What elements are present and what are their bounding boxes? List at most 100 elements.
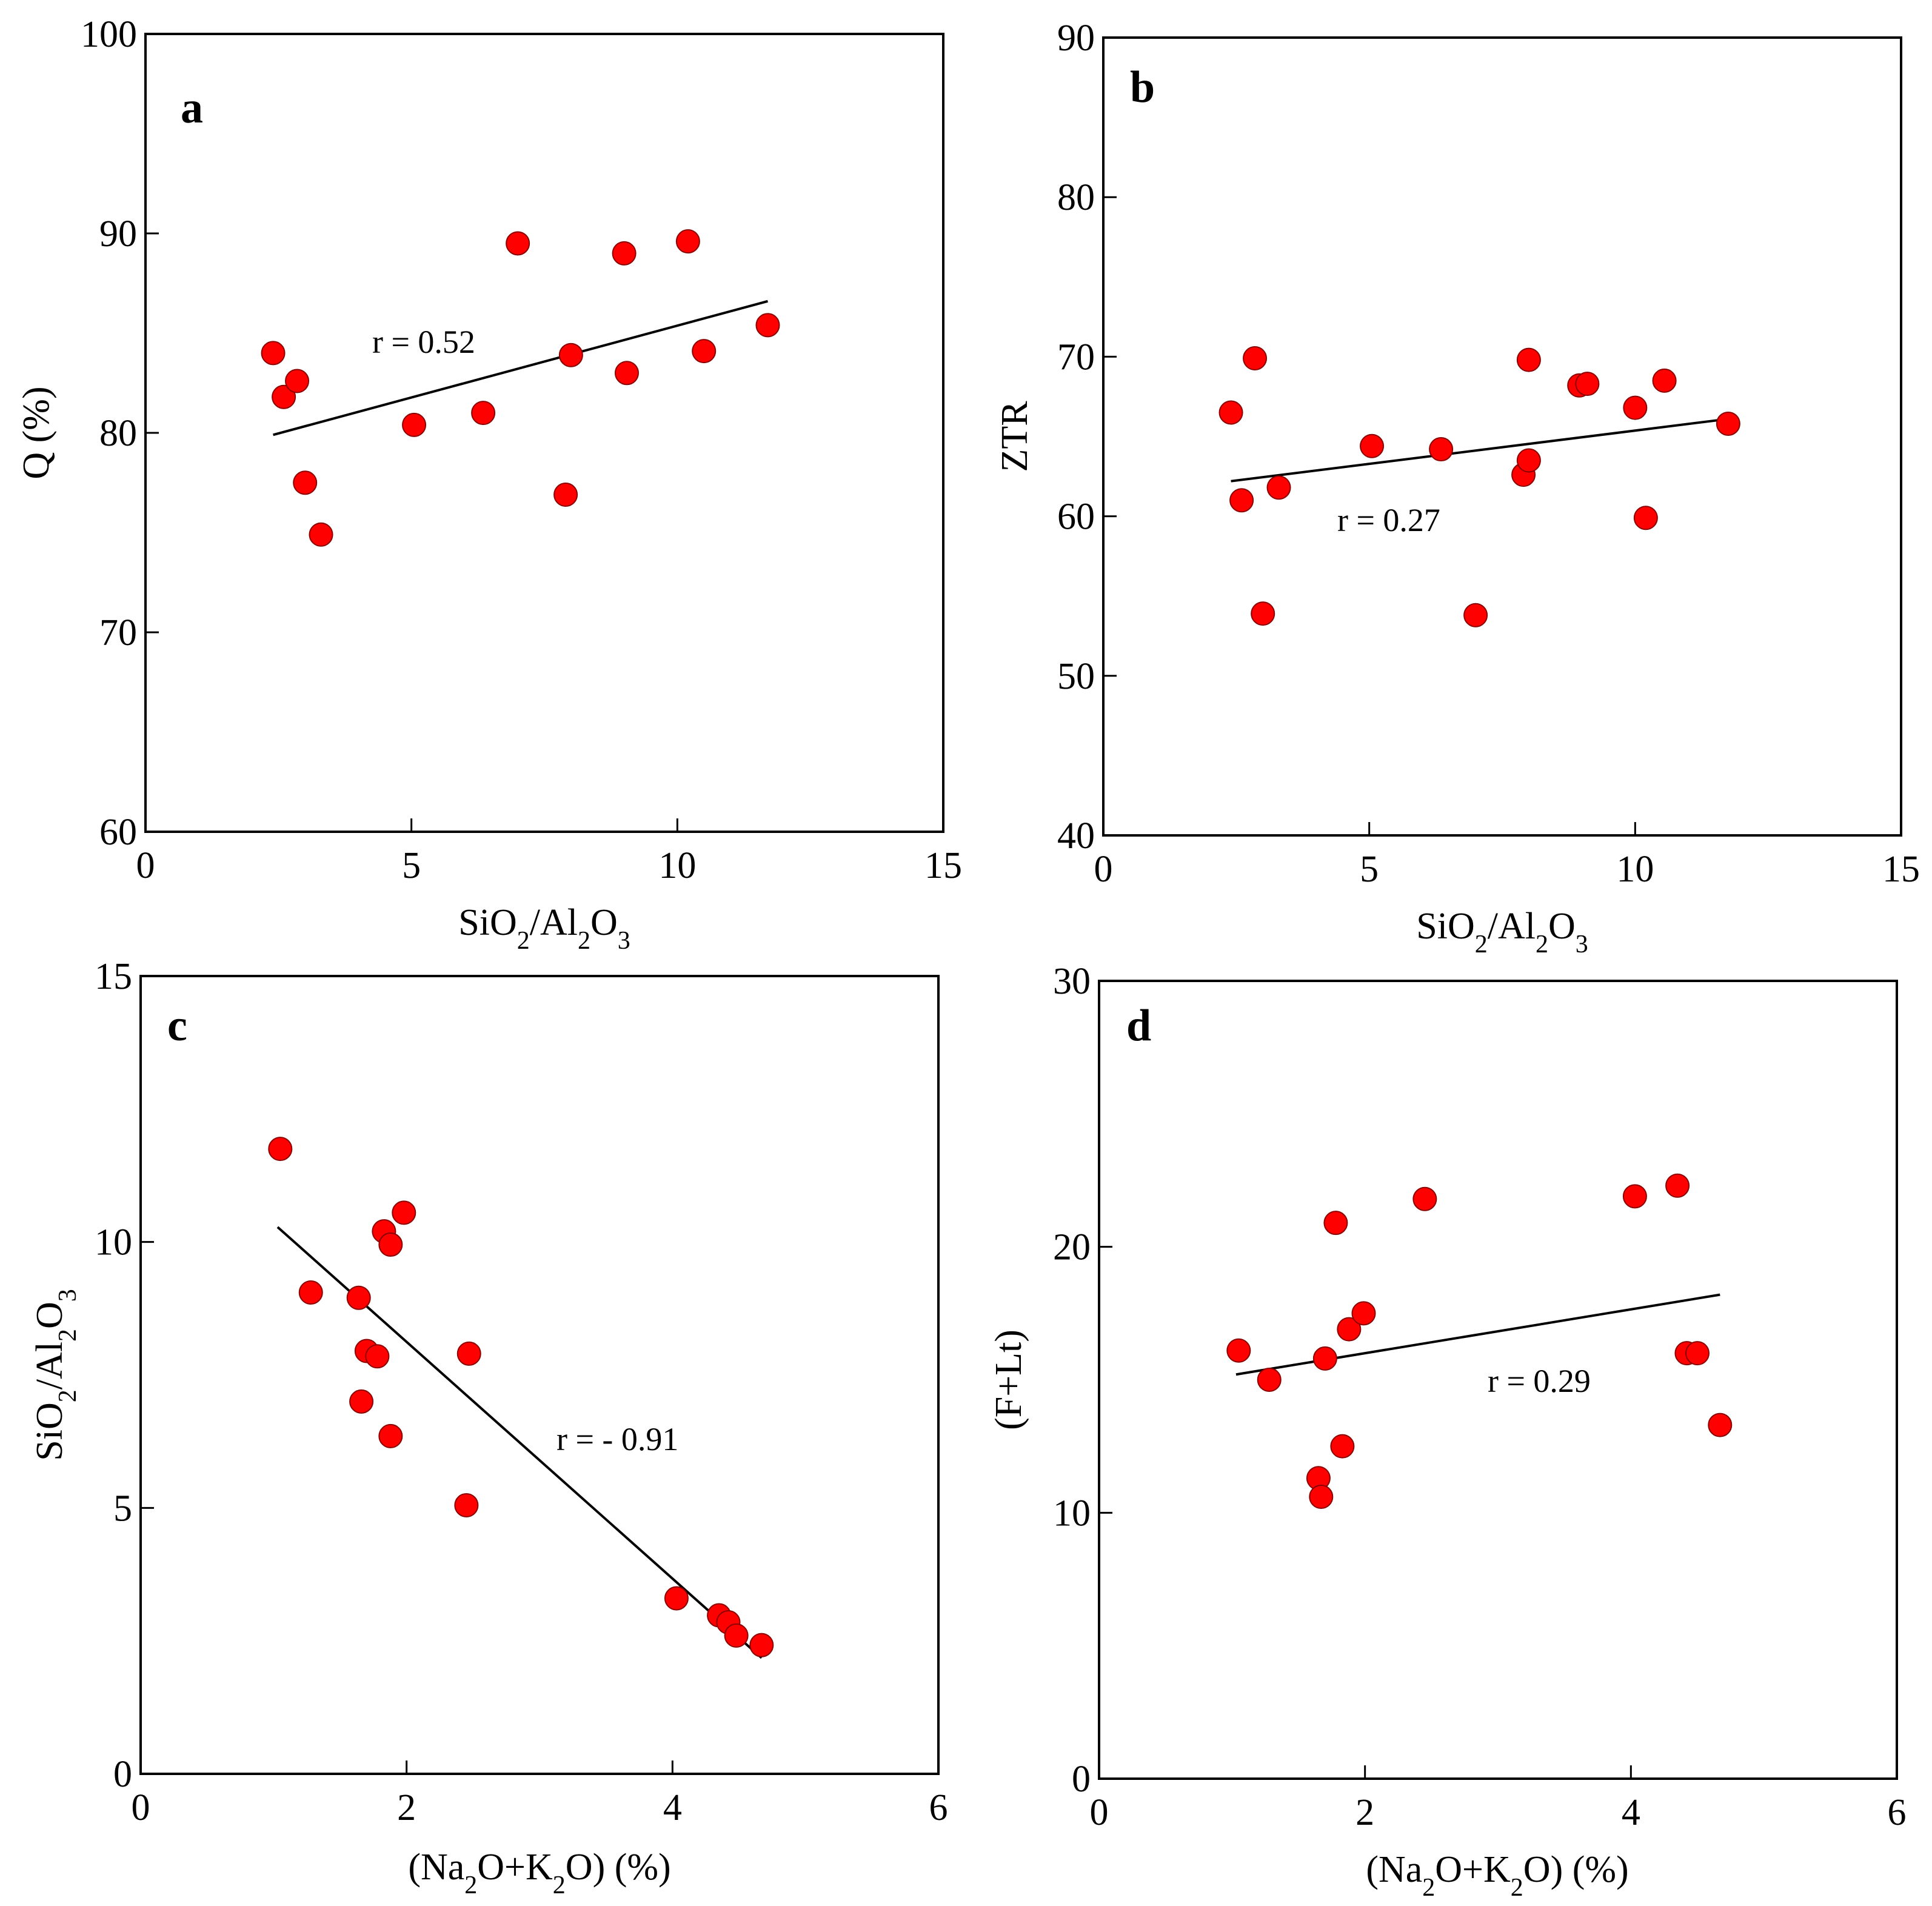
- data-point: [456, 1341, 481, 1366]
- data-point: [1412, 1186, 1437, 1211]
- data-point: [1708, 1413, 1733, 1437]
- data-point: [1243, 346, 1268, 371]
- data-point: [365, 1344, 390, 1369]
- x-axis-label: SiO2/Al2O3: [458, 902, 630, 955]
- correlation-annotation: r = 0.52: [372, 324, 475, 360]
- data-point: [1360, 433, 1385, 458]
- data-point: [293, 470, 318, 495]
- data-point: [553, 482, 578, 507]
- x-tick-label: 6: [1888, 1792, 1907, 1833]
- correlation-annotation: r = - 0.91: [557, 1421, 678, 1457]
- y-tick-label: 10: [95, 1222, 132, 1263]
- y-tick-label: 15: [95, 956, 132, 997]
- data-point: [298, 1280, 323, 1305]
- data-point: [1351, 1301, 1376, 1326]
- regression-line: [1231, 418, 1729, 483]
- data-point: [285, 369, 310, 393]
- data-point: [272, 384, 296, 409]
- y-tick-label: 50: [1057, 656, 1095, 697]
- y-tick-label: 5: [113, 1488, 132, 1529]
- data-point: [471, 401, 496, 426]
- data-point: [392, 1200, 416, 1225]
- data-point: [664, 1586, 689, 1611]
- data-point: [1665, 1173, 1690, 1198]
- data-point: [1226, 1338, 1251, 1363]
- data-point: [1266, 475, 1291, 500]
- x-tick-label: 4: [663, 1787, 682, 1828]
- points-layer: [1226, 1173, 1733, 1510]
- panel-letter: b: [1130, 62, 1155, 112]
- plot-frame: [1102, 36, 1902, 837]
- x-axis-label: (Na2O+K2O) (%): [408, 1847, 670, 1899]
- data-point: [1575, 372, 1600, 396]
- data-point: [378, 1232, 403, 1257]
- data-point: [1330, 1434, 1355, 1459]
- data-point: [378, 1423, 403, 1448]
- regression-line: [1235, 1293, 1720, 1376]
- panel-letter: d: [1126, 1001, 1151, 1051]
- x-tick-label: 6: [929, 1787, 948, 1828]
- data-point: [675, 229, 700, 254]
- y-tick-label: 80: [1057, 177, 1095, 218]
- x-tick-label: 15: [924, 845, 962, 886]
- data-point: [612, 241, 637, 266]
- y-tick-label: 10: [1053, 1493, 1091, 1534]
- x-tick-label: 0: [1090, 1792, 1109, 1833]
- data-point: [1622, 1184, 1647, 1209]
- data-point: [1337, 1317, 1362, 1342]
- data-point: [268, 1137, 293, 1162]
- data-point: [755, 313, 780, 338]
- x-tick-label: 5: [402, 845, 421, 886]
- data-point: [1516, 448, 1541, 473]
- x-tick-label: 0: [1094, 849, 1113, 890]
- points-layer: [1218, 346, 1740, 627]
- data-point: [558, 343, 583, 367]
- data-point: [1257, 1368, 1282, 1392]
- trendline-layer: [273, 299, 769, 436]
- trendline-layer: [1231, 418, 1729, 483]
- data-point: [1623, 395, 1648, 420]
- plot-frame: [139, 975, 940, 1775]
- data-point: [1251, 601, 1275, 626]
- y-tick-label: 70: [1057, 336, 1095, 378]
- y-axis-label: ZTR: [994, 401, 1035, 472]
- data-point: [1516, 347, 1541, 372]
- y-tick-label: 60: [1057, 497, 1095, 538]
- axis-ticks: 0 5 10 15 40 50 60 70 80 90: [1057, 18, 1920, 890]
- y-tick-label: 20: [1053, 1227, 1091, 1268]
- data-point: [1218, 400, 1243, 425]
- y-tick-label: 90: [99, 213, 137, 255]
- data-point: [402, 412, 427, 437]
- panel-b: 0 5 10 15 40 50 60 70 80 90 b r = 0.27 SiO2/Al2O3…: [994, 18, 1920, 958]
- data-point: [1429, 437, 1454, 462]
- data-point: [454, 1493, 479, 1517]
- x-tick-label: 4: [1622, 1792, 1640, 1833]
- y-tick-label: 0: [1072, 1759, 1091, 1800]
- y-axis-label: (F+Lt): [988, 1329, 1029, 1430]
- axis-ticks: 0 2 4 6 0 5 10 15: [95, 956, 948, 1828]
- x-axis-label: SiO2/Al2O3: [1416, 906, 1588, 958]
- points-layer: [261, 229, 780, 547]
- data-point: [1652, 368, 1677, 393]
- y-tick-label: 60: [99, 812, 137, 853]
- trendline-layer: [1235, 1293, 1720, 1376]
- data-point: [261, 341, 286, 366]
- x-tick-label: 15: [1882, 849, 1920, 890]
- data-point: [1716, 411, 1740, 436]
- data-point: [1685, 1341, 1710, 1366]
- y-tick-label: 90: [1057, 18, 1095, 59]
- data-point: [1633, 506, 1658, 530]
- data-point: [749, 1633, 774, 1657]
- data-point: [1323, 1211, 1348, 1236]
- panel-letter: c: [167, 1001, 187, 1051]
- plot-frame: [1098, 980, 1898, 1780]
- points-layer: [268, 1137, 774, 1657]
- data-point: [724, 1623, 749, 1648]
- panel-d: 0 2 4 6 0 10 20 30 d r = 0.29 (Na2O+K2O) (%) (F…: [988, 961, 1907, 1902]
- correlation-annotation: r = 0.27: [1337, 502, 1440, 538]
- y-axis-label: Q (%): [16, 386, 57, 479]
- x-tick-label: 0: [136, 845, 155, 886]
- panel-c: 0 2 4 6 0 5 10 15 c r = - 0.91 (Na2O+K2O) (%) S…: [29, 956, 948, 1899]
